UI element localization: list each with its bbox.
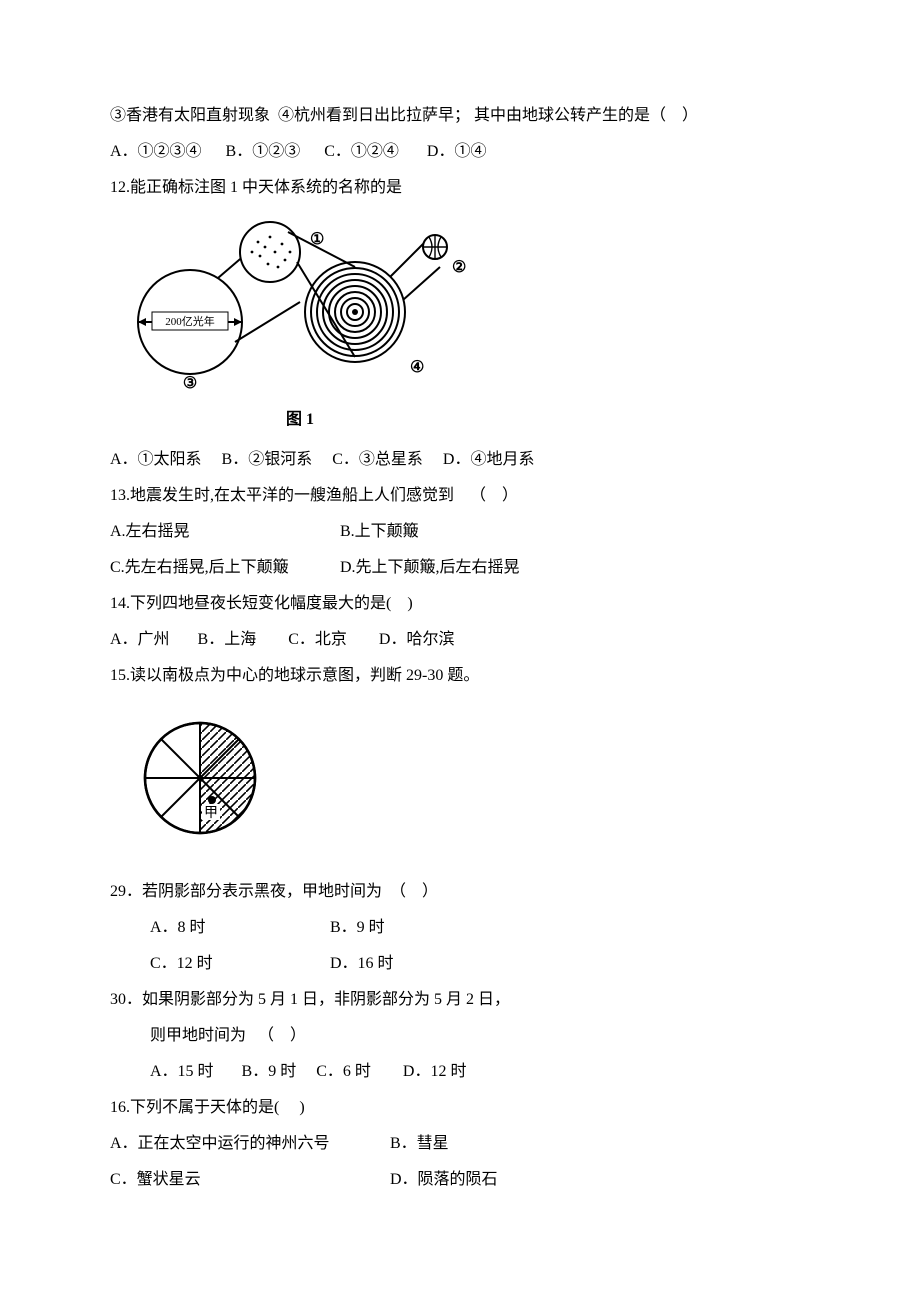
q29-stem: 29．若阴影部分表示黑夜，甲地时间为 （ ） [110,876,810,908]
polar-earth-diagram: 甲 [130,708,270,848]
q12-options: A．①太阳系 B．②银河系 C．③总星系 D．④地月系 [110,444,810,476]
q12-stem: 12.能正确标注图 1 中天体系统的名称的是 [110,172,810,204]
q30-options: A．15 时 B．9 时 C．6 时 D．12 时 [110,1056,810,1088]
q11-line1: ③香港有太阳直射现象 ④杭州看到日出比拉萨早； 其中由地球公转产生的是（ ） [110,100,810,132]
q15-stem: 15.读以南极点为中心的地球示意图，判断 29-30 题。 [110,660,810,692]
q13-row2: C.先左右摇晃,后上下颠簸D.先上下颠簸,后左右摇晃 [110,552,810,584]
q13-stem: 13.地震发生时,在太平洋的一艘渔船上人们感觉到 （ ） [110,480,810,512]
q13-optA: A.左右摇晃 [110,516,340,548]
fig1-label-4: ④ [410,359,424,376]
q14-options: A．广州 B．上海 C．北京 D．哈尔滨 [110,624,810,656]
figure-2: 甲 [130,708,810,860]
q16-stem: 16.下列不属于天体的是( ) [110,1092,810,1124]
figure-1-caption: 图 1 [130,404,470,436]
q29-optA: A．8 时 [150,912,330,944]
q14-stem: 14.下列四地昼夜长短变化幅度最大的是( ) [110,588,810,620]
fig1-label-2: ② [452,259,466,276]
q29-optD: D．16 时 [330,955,394,972]
q16-row1: A．正在太空中运行的神州六号B．彗星 [110,1128,810,1160]
q29-row1: A．8 时B．9 时 [110,912,810,944]
q30-stem: 30．如果阴影部分为 5 月 1 日，非阴影部分为 5 月 2 日， [110,984,810,1016]
fig1-label-3: ③ [183,375,197,392]
fig1-label-200: 200亿光年 [165,314,215,328]
q16-row2: C．蟹状星云D．陨落的陨石 [110,1164,810,1196]
q29-optC: C．12 时 [150,948,330,980]
q16-optA: A．正在太空中运行的神州六号 [110,1128,390,1160]
q13-row1: A.左右摇晃B.上下颠簸 [110,516,810,548]
q13-optC: C.先左右摇晃,后上下颠簸 [110,552,340,584]
q16-optD: D．陨落的陨石 [390,1171,498,1188]
q29-row2: C．12 时D．16 时 [110,948,810,980]
q13-optB: B.上下颠簸 [340,523,419,540]
celestial-system-diagram: 200亿光年 ③ ① ④ [130,212,470,392]
q30-line2: 则甲地时间为 （ ） [110,1020,810,1052]
figure-1: 200亿光年 ③ ① ④ [130,212,810,436]
q29-optB: B．9 时 [330,919,385,936]
fig2-label-jia: 甲 [204,806,218,821]
q16-optC: C．蟹状星云 [110,1164,390,1196]
q16-optB: B．彗星 [390,1135,449,1152]
q13-optD: D.先上下颠簸,后左右摇晃 [340,559,520,576]
q11-options: A．①②③④ B．①②③ C．①②④ D．①④ [110,136,810,168]
